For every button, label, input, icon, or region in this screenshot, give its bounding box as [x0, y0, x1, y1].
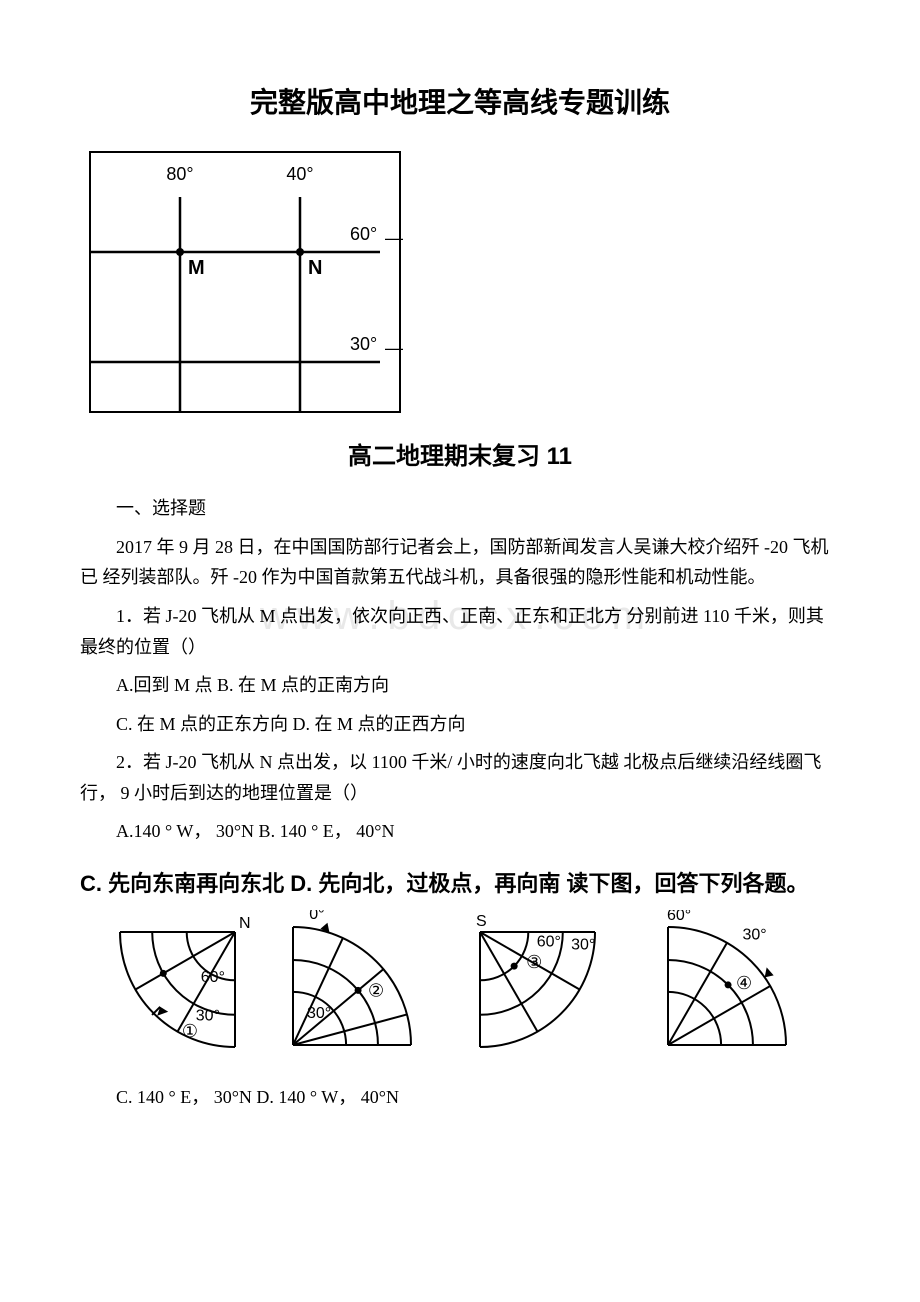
page-title: 完整版高中地理之等高线专题训练	[80, 79, 840, 127]
svg-text:S: S	[476, 913, 487, 930]
svg-text:—: —	[385, 228, 403, 248]
globe-diagram-3: S 60° 30° ③	[460, 910, 640, 1060]
svg-text:②: ②	[368, 981, 384, 1001]
svg-text:30°: 30°	[307, 1005, 331, 1022]
question-1: 1．若 J-20 飞机从 M 点出发，依次向正西、正南、正东和正北方 分别前进 …	[80, 601, 840, 662]
globe-diagram-4: 60° 30° ④	[650, 910, 830, 1060]
svg-text:—: —	[385, 338, 403, 358]
svg-text:30°: 30°	[350, 334, 377, 354]
svg-text:N: N	[308, 257, 322, 279]
svg-text:80°: 80°	[166, 164, 193, 184]
q2-options-cd: C. 140 ° E， 30°N D. 140 ° W， 40°N	[80, 1082, 840, 1113]
section-label: 一、选择题	[80, 493, 840, 524]
svg-text:N: N	[239, 915, 251, 932]
globe-diagram-2: 0° 30° ②	[275, 910, 450, 1060]
subtitle: 高二地理期末复习 11	[80, 437, 840, 478]
heavy-instruction: C. 先向东南再向东北 D. 先向北，过极点，再向南 读下图，回答下列各题。	[80, 865, 840, 902]
svg-text:①: ①	[182, 1021, 198, 1041]
grid-map-svg: 80° 40° — — 60° 30° M N	[80, 142, 410, 422]
svg-text:40°: 40°	[286, 164, 313, 184]
question-2: 2．若 J-20 飞机从 N 点出发，以 1100 千米/ 小时的速度向北飞越 …	[80, 747, 840, 808]
q1-options-ab: A.回到 M 点 B. 在 M 点的正南方向	[80, 670, 840, 701]
svg-text:30°: 30°	[571, 937, 595, 954]
svg-text:60°: 60°	[537, 934, 561, 951]
svg-text:60°: 60°	[201, 970, 225, 987]
q1-options-cd: C. 在 M 点的正东方向 D. 在 M 点的正西方向	[80, 709, 840, 740]
svg-text:60°: 60°	[667, 910, 691, 924]
svg-text:M: M	[188, 257, 205, 279]
q2-options-ab: A.140 ° W， 30°N B. 140 ° E， 40°N	[80, 816, 840, 847]
svg-text:0°: 0°	[309, 910, 324, 923]
svg-text:③: ③	[526, 953, 542, 973]
svg-text:60°: 60°	[350, 224, 377, 244]
svg-text:④: ④	[736, 973, 752, 993]
globe-diagram-1: N 60° 30°①	[80, 910, 265, 1060]
globe-diagrams-row: N60°30°① 0°30°② S60°30°③ 60°30°④	[80, 910, 840, 1060]
intro-paragraph: 2017 年 9 月 28 日，在中国国防部行记者会上，国防部新闻发言人吴谦大校…	[80, 532, 840, 593]
grid-map-figure: 80° 40° — — 60° 30° M N	[80, 142, 840, 422]
svg-text:30°: 30°	[196, 1008, 220, 1025]
svg-text:30°: 30°	[742, 927, 766, 944]
